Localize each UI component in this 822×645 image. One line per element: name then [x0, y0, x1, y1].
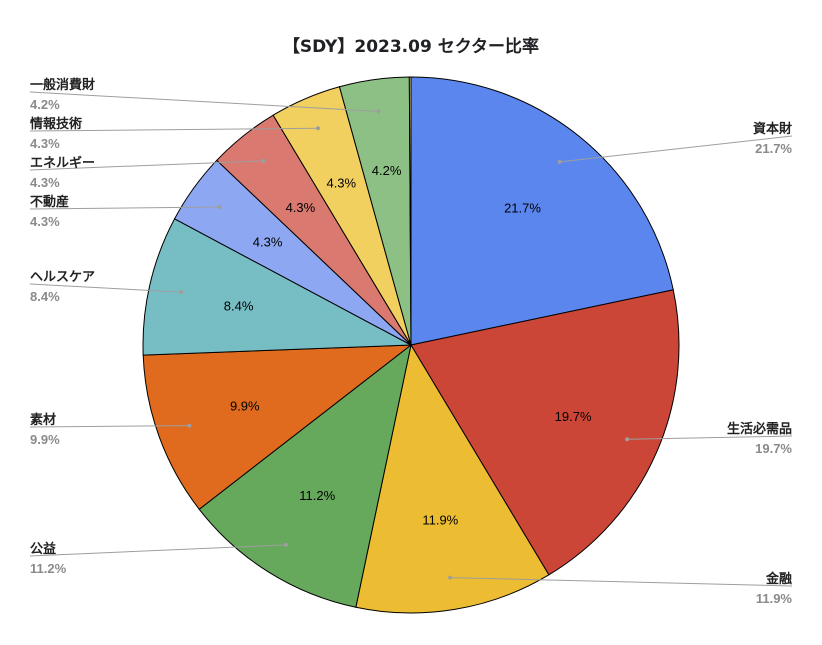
leader-line-9 — [29, 91, 379, 112]
category-percent-1: 19.7% — [755, 441, 792, 456]
category-percent-9: 4.2% — [30, 97, 60, 112]
category-label-2: 金融 — [765, 571, 792, 587]
category-label-7: エネルギー — [30, 155, 95, 171]
leader-line-5 — [29, 283, 182, 293]
slice-label-3: 11.2% — [299, 488, 335, 503]
slice-label-7: 4.3% — [286, 200, 316, 215]
leader-line-0 — [559, 135, 793, 163]
pie-slice-1 — [410, 289, 680, 576]
pie-slice-2 — [355, 343, 550, 614]
pie-slice-0 — [410, 76, 674, 346]
category-percent-0: 21.7% — [755, 141, 792, 156]
leader-line-2 — [450, 577, 793, 587]
external-labels: 資本財 21.7% 生活必需品 19.7% 金融 11.9% 公益 11.2% 素材 9.9% ヘル… — [30, 77, 792, 606]
slice-label-6: 4.3% — [253, 235, 283, 250]
leader-line-4 — [29, 425, 190, 428]
slice-label-9: 4.2% — [372, 163, 402, 178]
category-label-1: 生活必需品 — [727, 421, 792, 437]
leader-dot-9 — [376, 109, 381, 114]
category-percent-7: 4.3% — [30, 175, 60, 190]
slice-label-5: 8.4% — [224, 298, 254, 313]
leader-dot-3 — [283, 542, 288, 547]
slice-label-8: 4.3% — [326, 175, 356, 190]
leader-dot-6 — [217, 205, 222, 209]
category-percent-8: 4.3% — [30, 136, 60, 151]
category-label-8: 情報技術 — [30, 116, 82, 132]
slice-label-2: 11.9% — [422, 512, 458, 527]
leader-dot-8 — [316, 126, 320, 131]
pie-slice-3 — [198, 343, 412, 608]
pie-slice-4 — [142, 344, 413, 510]
leader-line-3 — [29, 544, 286, 557]
slice-label-1: 19.7% — [555, 409, 592, 424]
category-label-5: ヘルスケア — [30, 270, 95, 285]
leader-line-7 — [29, 160, 264, 171]
category-percent-2: 11.9% — [756, 591, 793, 606]
category-percent-5: 8.4% — [30, 289, 60, 304]
leader-line-1 — [627, 435, 793, 440]
slice-label-4: 9.9% — [230, 398, 260, 413]
category-percent-3: 11.2% — [30, 561, 67, 576]
leader-line-8 — [29, 127, 319, 132]
leader-dot-5 — [179, 290, 184, 295]
leader-dot-2 — [448, 575, 453, 580]
category-label-0: 資本財 — [753, 121, 792, 137]
leader-lines — [29, 91, 793, 587]
leader-line-6 — [29, 206, 220, 210]
category-label-3: 公益 — [30, 541, 56, 557]
category-percent-4: 9.9% — [30, 432, 60, 447]
pie-slices — [142, 76, 680, 614]
leader-dot-4 — [187, 423, 192, 428]
pie-slice-5 — [142, 218, 413, 356]
leader-dot-7 — [261, 158, 266, 163]
category-label-9: 一般消費財 — [30, 77, 95, 93]
category-percent-6: 4.3% — [30, 214, 60, 229]
category-label-6: 不動産 — [30, 194, 69, 210]
leader-dot-1 — [625, 437, 630, 442]
pie-slice-10 — [408, 76, 412, 346]
category-label-4: 素材 — [30, 412, 56, 428]
slice-labels: 21.7% 19.7% 11.9% 11.2% 9.9% 8.4% 4.3% 4.3% 4.3%… — [224, 163, 592, 528]
leader-dot-0 — [557, 159, 562, 164]
slice-label-0: 21.7% — [504, 201, 541, 216]
chart-title: 【SDY】2023.09 セクター比率 — [283, 36, 539, 57]
